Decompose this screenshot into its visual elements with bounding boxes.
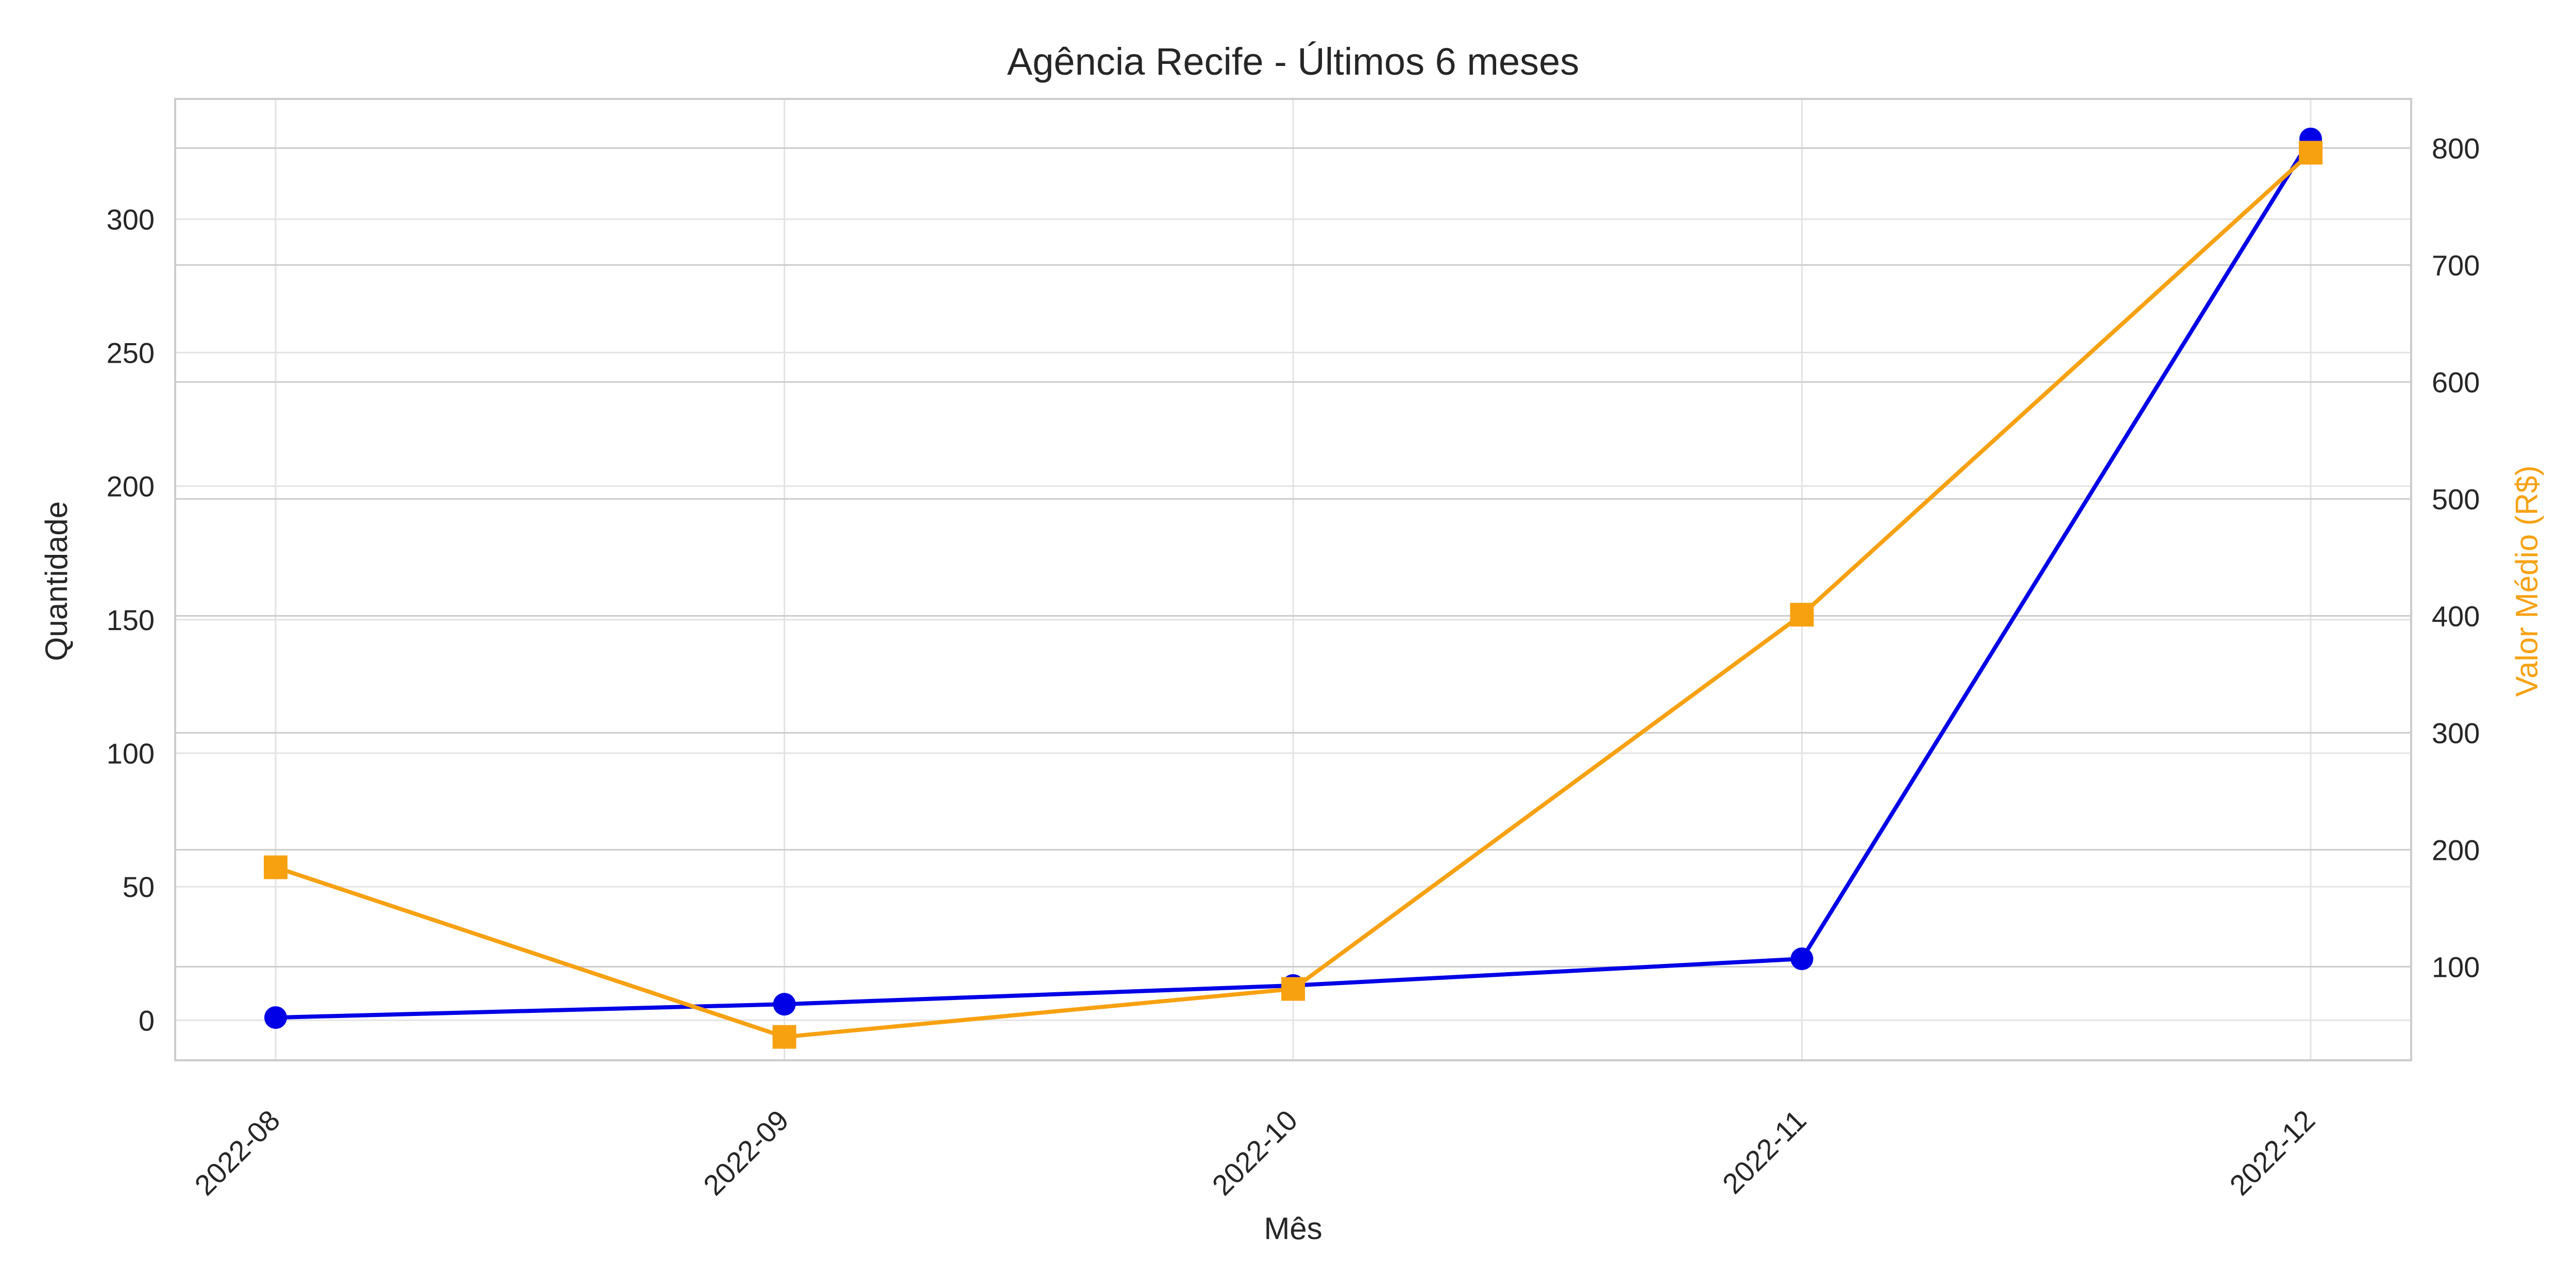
y-left-tick-label: 0 [139, 1004, 155, 1037]
series-2-point [264, 855, 287, 879]
y-right-tick-label: 400 [2432, 600, 2480, 632]
y-right-tick-label: 100 [2432, 951, 2480, 983]
series-1-point [773, 993, 796, 1016]
y-right-tick-label: 600 [2432, 366, 2480, 398]
y-axis-left-label: Quantidade [39, 501, 74, 661]
grid [175, 99, 2411, 1060]
y-right-tick-label: 200 [2432, 834, 2480, 866]
series-1-point [264, 1006, 287, 1029]
y-left-tick-label: 50 [123, 871, 155, 903]
y-left-tick-label: 100 [107, 737, 155, 770]
plot-frame [174, 98, 2412, 1061]
y-right-tick-label: 700 [2432, 249, 2480, 281]
y-right-tick-label: 300 [2432, 717, 2480, 749]
series-2-point [2299, 141, 2323, 165]
series-2-point [1790, 603, 1814, 627]
y-left-tick-label: 250 [107, 336, 155, 369]
series-2-point [1281, 977, 1305, 1001]
x-axis-label: Mês [1264, 1211, 1322, 1246]
y-right-tick-label: 500 [2432, 483, 2480, 515]
y-right-tick-label: 800 [2432, 132, 2480, 164]
y-left-tick-label: 300 [107, 203, 155, 235]
y-left-tick-label: 150 [107, 604, 155, 636]
series-2-point [772, 1025, 796, 1049]
y-axis-right-label: Valor Médio (R$) [2510, 465, 2544, 697]
chart-title: Agência Recife - Últimos 6 meses [1007, 40, 1579, 83]
series [264, 127, 2323, 1049]
y-left-tick-label: 200 [107, 470, 155, 503]
series-1-point [1790, 947, 1814, 971]
